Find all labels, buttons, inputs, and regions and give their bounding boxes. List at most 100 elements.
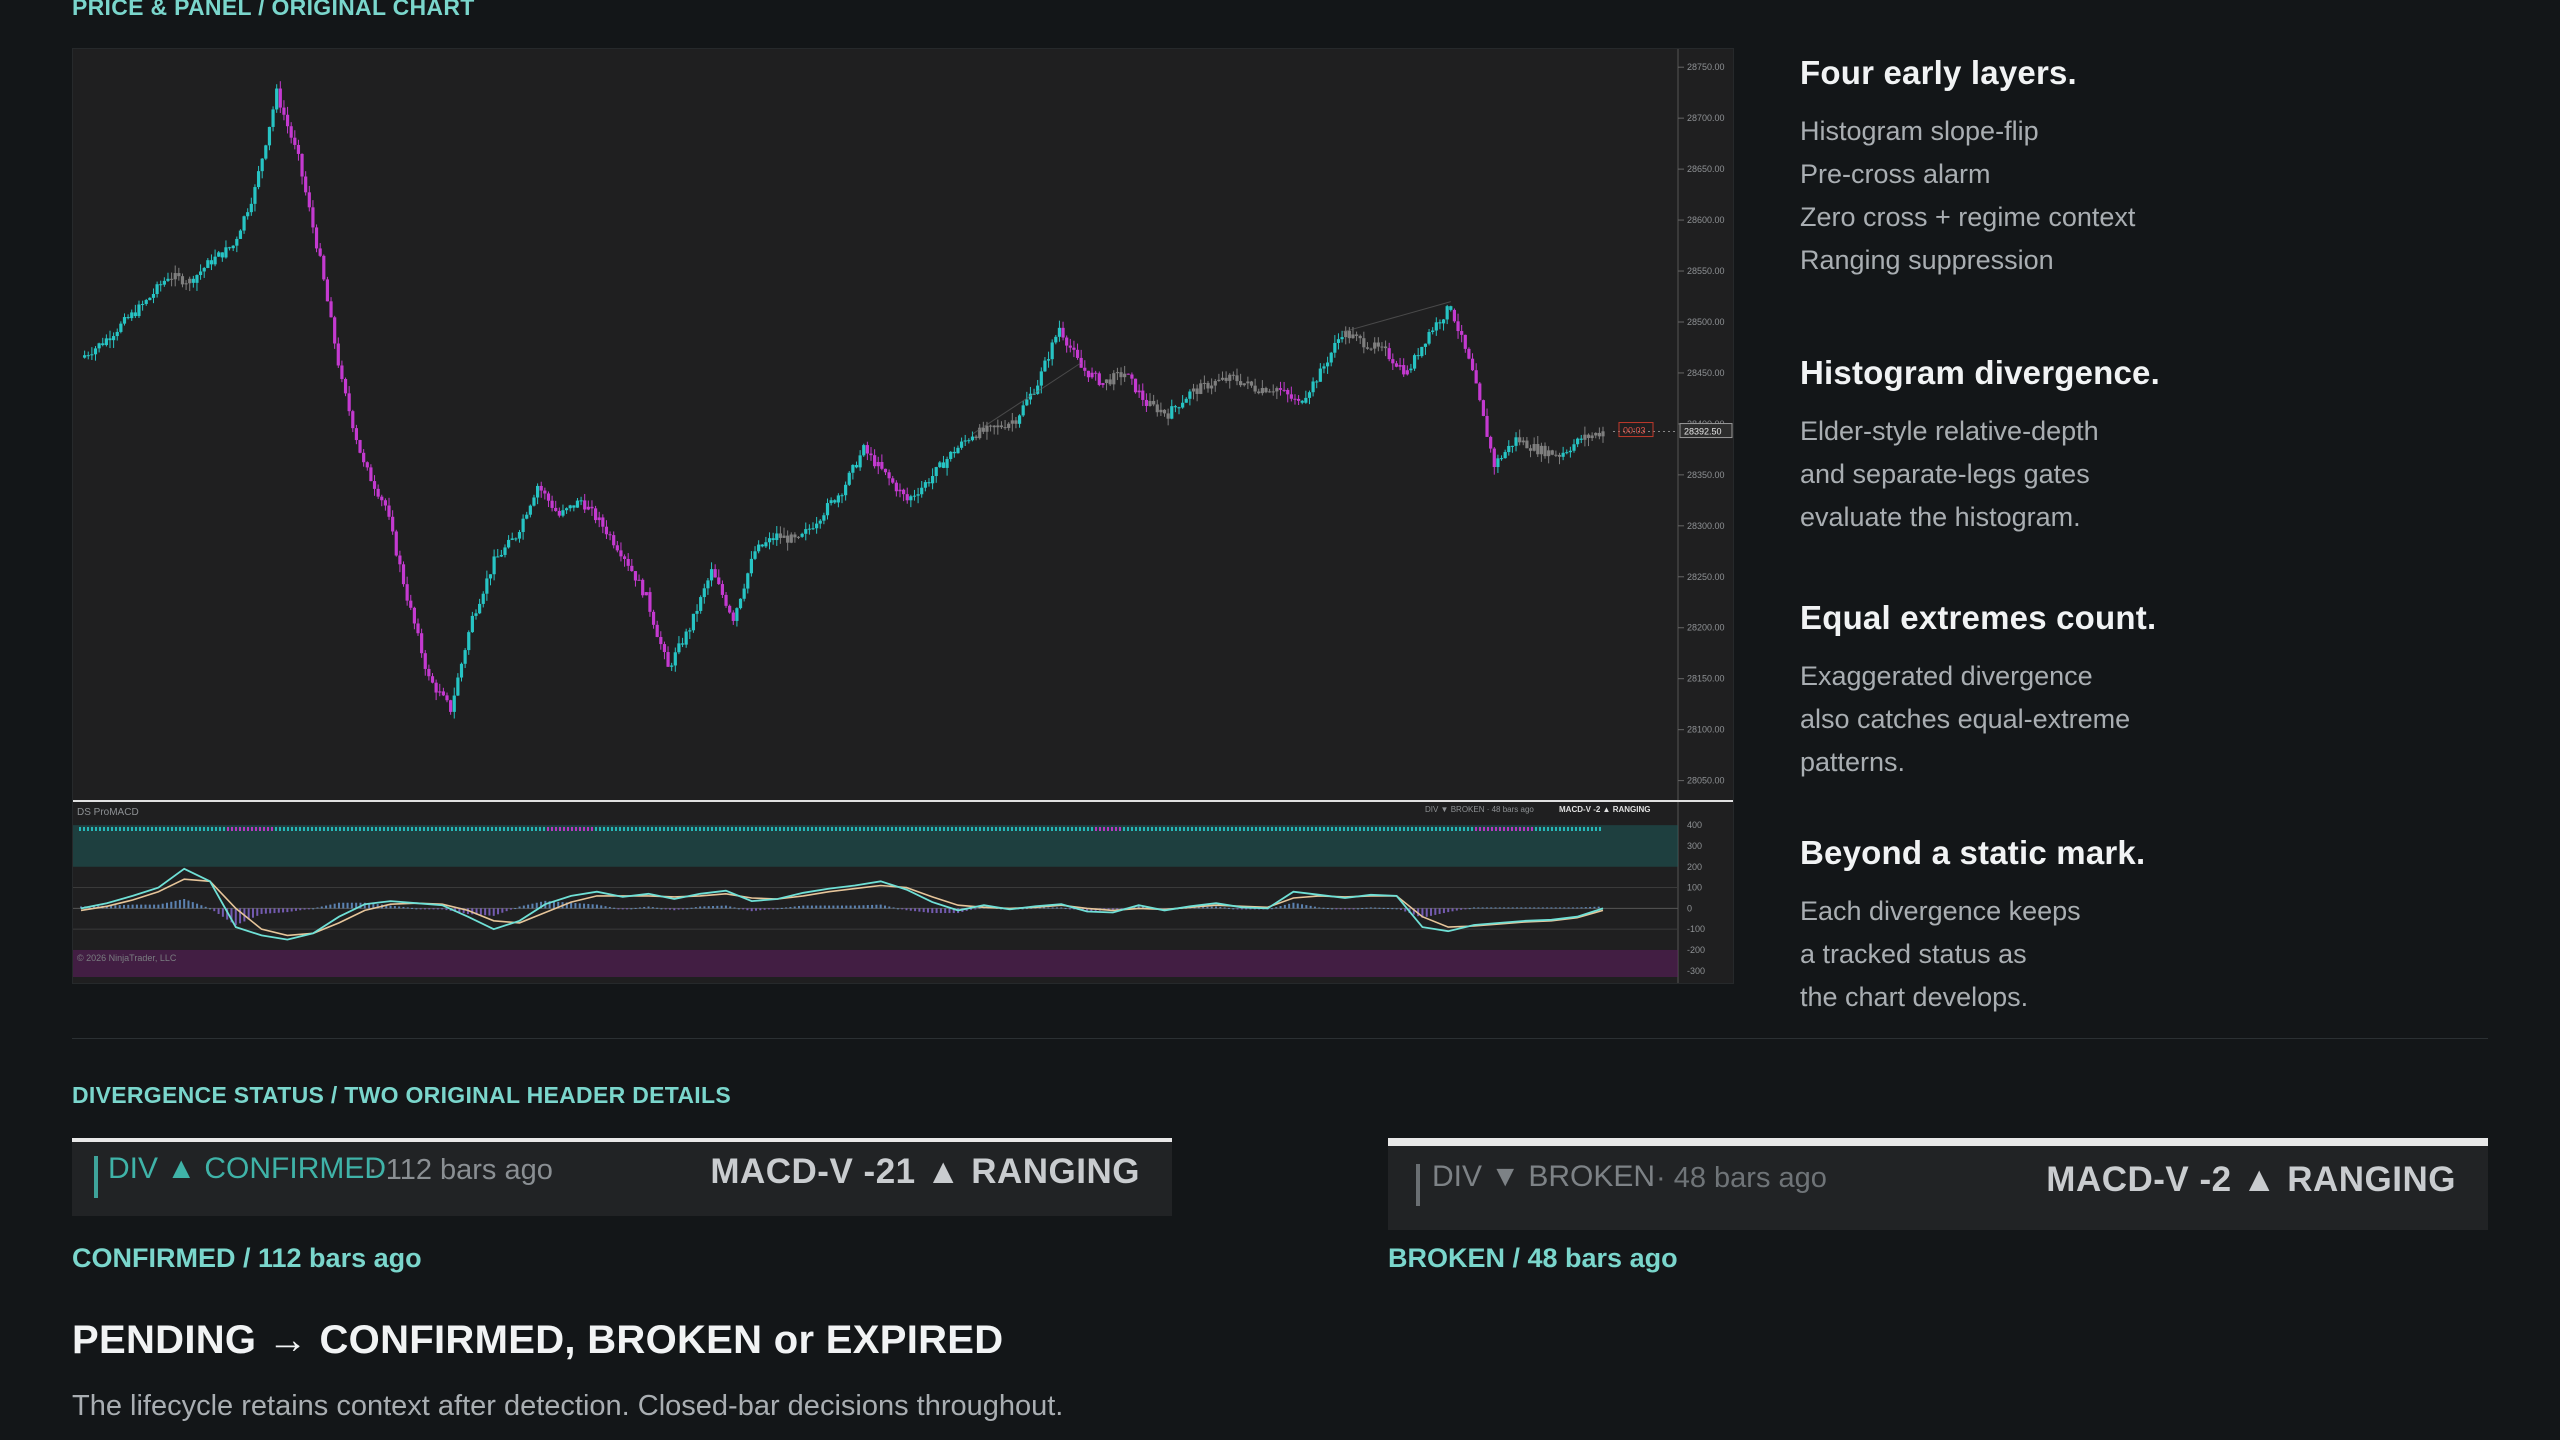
histogram-bar xyxy=(630,908,633,910)
candle-body xyxy=(941,462,946,468)
histogram-bar xyxy=(1455,908,1458,911)
regime-dot xyxy=(1547,827,1549,831)
histogram-bar xyxy=(1498,907,1501,909)
regime-dot xyxy=(615,827,617,831)
candle-body xyxy=(873,455,877,467)
regime-dot xyxy=(1067,827,1069,831)
regime-dot xyxy=(935,827,937,831)
regime-dot xyxy=(1195,827,1197,831)
regime-dot xyxy=(1291,827,1293,831)
regime-dot xyxy=(367,827,369,831)
regime-dot xyxy=(619,827,621,831)
histogram-bar xyxy=(1313,906,1316,909)
candle-body xyxy=(554,507,558,511)
regime-dot xyxy=(855,827,857,831)
candle-body xyxy=(579,500,583,502)
regime-dot xyxy=(463,827,465,831)
regime-dot xyxy=(1031,827,1033,831)
macd-tick-label: 100 xyxy=(1687,883,1702,893)
regime-dot xyxy=(1263,827,1265,831)
histogram-bar xyxy=(626,908,629,910)
histogram-bar xyxy=(944,908,947,914)
histogram-bar xyxy=(1064,908,1067,910)
histogram-bar xyxy=(1245,908,1248,910)
candle-body xyxy=(1282,389,1286,391)
candle-body xyxy=(246,212,250,217)
candle-body xyxy=(1148,400,1152,406)
candle-body xyxy=(593,508,598,521)
price-tick-label: 28200.00 xyxy=(1687,623,1725,633)
candle-body xyxy=(612,535,616,546)
candle-body xyxy=(427,668,431,677)
candle-body xyxy=(1210,385,1214,389)
regime-dot xyxy=(1215,827,1217,831)
candle-body xyxy=(1409,368,1413,371)
regime-dot xyxy=(1455,827,1457,831)
regime-dot xyxy=(1275,827,1277,831)
histogram-bar xyxy=(1021,908,1024,910)
candle-body xyxy=(144,300,148,304)
timer-box xyxy=(1618,422,1654,438)
histogram-bar xyxy=(492,908,495,916)
candle-body xyxy=(796,536,801,538)
candle-body xyxy=(1101,383,1105,385)
candle-body xyxy=(1398,365,1402,367)
candle-body xyxy=(952,451,956,454)
regime-dot xyxy=(559,827,561,831)
histogram-bar xyxy=(445,908,448,911)
regime-dot xyxy=(203,827,205,831)
histogram-bar xyxy=(1382,907,1385,909)
regime-dot xyxy=(539,827,541,831)
candle-body xyxy=(988,425,993,427)
candle-body xyxy=(104,338,108,346)
candle-body xyxy=(778,533,782,538)
regime-dot xyxy=(983,827,985,831)
histogram-bar xyxy=(1206,906,1209,909)
candle-body xyxy=(536,485,540,498)
regime-dot xyxy=(175,827,177,831)
candle-body xyxy=(699,597,703,611)
candle-body xyxy=(731,612,735,621)
candle-body xyxy=(1528,448,1533,451)
candle-body xyxy=(441,691,445,696)
histogram-bar xyxy=(810,905,813,909)
candle-body xyxy=(1119,372,1123,378)
price-chart[interactable]: 28750.00 28700.00 28650.00 28600.00 28550.00… xyxy=(72,48,1734,984)
candle-body xyxy=(525,514,529,519)
histogram-bar xyxy=(1047,907,1050,909)
feature-title: Beyond a static mark. xyxy=(1800,834,2146,871)
regime-dot xyxy=(1583,827,1585,831)
candle-body xyxy=(604,526,609,535)
histogram-bar xyxy=(1111,908,1114,911)
histogram-bar xyxy=(196,903,199,909)
candle-body xyxy=(296,144,301,154)
histogram-bar xyxy=(905,908,908,911)
candle-body xyxy=(724,594,728,606)
chart-canvas[interactable]: 28750.00 28700.00 28650.00 28600.00 28550.00… xyxy=(73,49,1733,983)
histogram-bar xyxy=(337,902,340,909)
histogram-bar xyxy=(1344,908,1347,910)
feature-title: Equal extremes count. xyxy=(1800,599,2157,636)
candle-body xyxy=(329,301,333,318)
candle-body xyxy=(264,145,268,159)
histogram-bar xyxy=(415,908,418,910)
candle-body xyxy=(173,273,177,280)
macd-tick-label: 300 xyxy=(1687,841,1702,851)
candle-body xyxy=(728,605,732,613)
regime-dot xyxy=(1107,827,1109,831)
candle-body xyxy=(1260,387,1264,394)
candle-body xyxy=(666,652,670,667)
candle-body xyxy=(568,505,572,509)
histogram-bar xyxy=(127,904,130,909)
regime-dot xyxy=(563,827,565,831)
histogram-bar xyxy=(651,907,654,909)
regime-dot xyxy=(667,827,669,831)
candle-body xyxy=(742,588,746,599)
histogram-bar xyxy=(264,908,267,914)
candle-body xyxy=(1416,355,1420,357)
regime-dot xyxy=(1243,827,1245,831)
regime-dot xyxy=(1267,827,1269,831)
regime-dot xyxy=(331,827,333,831)
regime-dot xyxy=(527,827,529,831)
macd-tick-label: 200 xyxy=(1687,862,1702,872)
